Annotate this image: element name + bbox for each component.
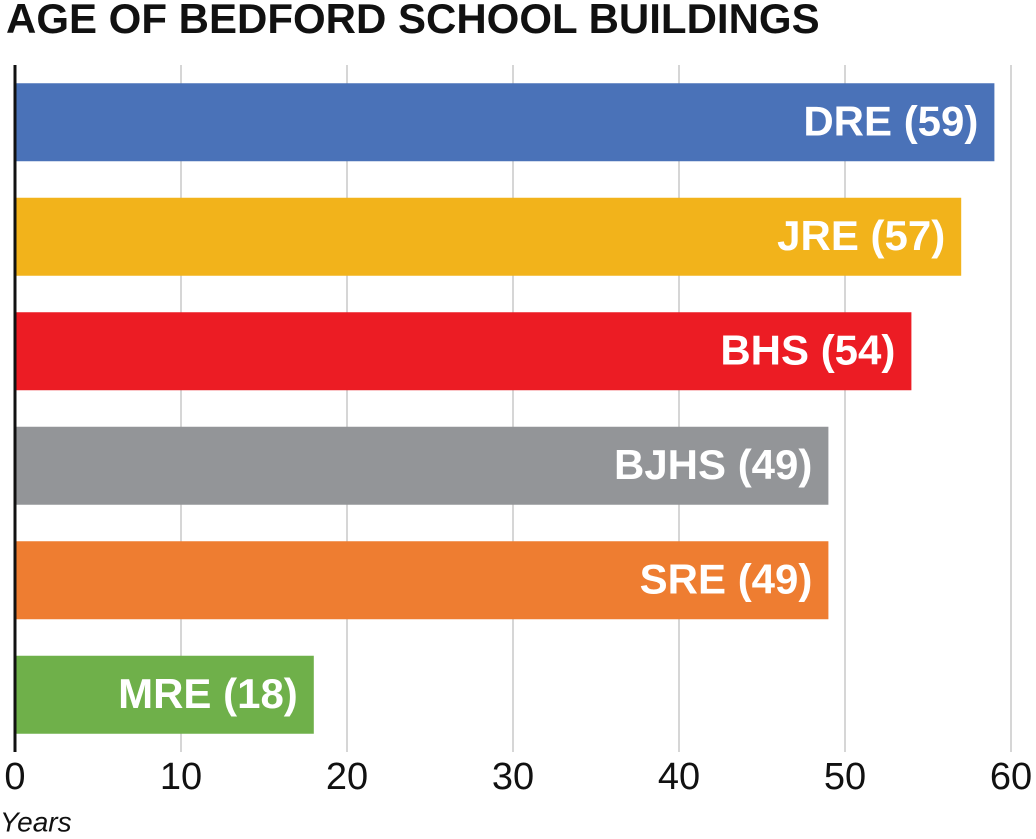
value-label: MRE (18) [118, 670, 298, 717]
bar [15, 312, 912, 391]
x-axis-label: Years [0, 806, 72, 837]
value-label: SRE (49) [640, 555, 813, 602]
chart-title: AGE OF BEDFORD SCHOOL BUILDINGS [6, 0, 820, 42]
value-label: DRE (59) [803, 97, 978, 144]
x-tick-label: 10 [160, 756, 202, 798]
x-tick-label: 40 [658, 756, 700, 798]
value-label: BHS (54) [720, 326, 895, 373]
x-tick-label: 60 [990, 756, 1032, 798]
x-tick-label: 50 [824, 756, 866, 798]
bar [15, 197, 962, 276]
x-tick-label: 0 [4, 756, 25, 798]
value-label: BJHS (49) [614, 441, 812, 488]
x-tick-label: 30 [492, 756, 534, 798]
x-tick-label: 20 [326, 756, 368, 798]
bar [15, 426, 829, 505]
value-label: JRE (57) [777, 212, 945, 259]
bar [15, 541, 829, 620]
bar [15, 655, 314, 734]
bar [15, 83, 995, 162]
